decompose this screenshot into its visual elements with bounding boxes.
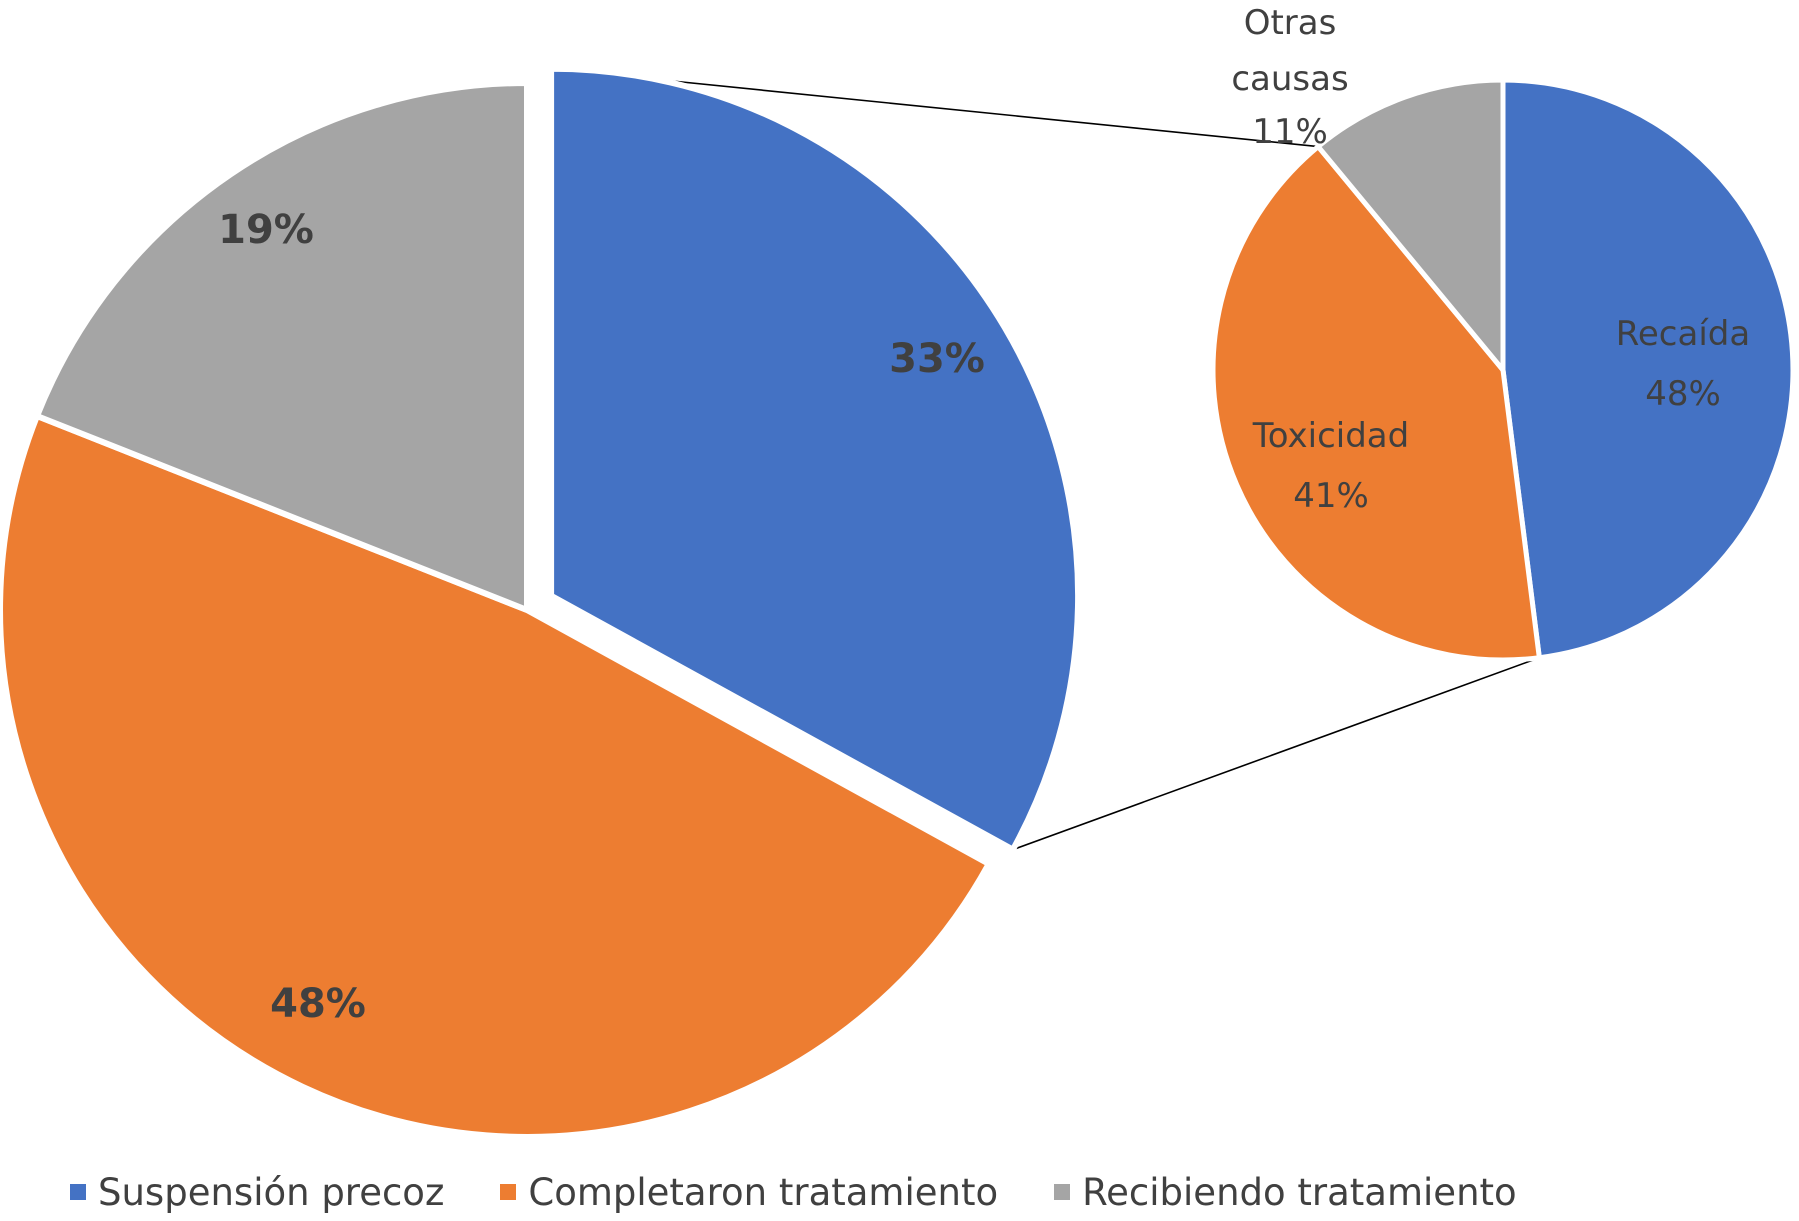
main-label-completaron-tratamiento: 48% [270,981,366,1027]
secondary-slice-otras-causas [1315,77,1506,373]
legend-swatch [70,1184,86,1200]
main-slice-completaron-tratamiento [0,413,992,1140]
connector-line-bottom [1012,656,1540,851]
secondary-label-recaida: Recaída 48% [1616,314,1750,414]
legend-item-recibiendo-tratamiento: Recibiendo tratamiento [1054,1171,1517,1214]
legend-label: Recibiendo tratamiento [1082,1170,1517,1214]
main-slice-suspension-precoz [548,65,1082,853]
legend-swatch [500,1184,517,1200]
data-labels: 33% 48% 19% Recaída 48% Toxicidad 41% Otras caus… [218,3,1750,1027]
legend-label: Completaron tratamiento [528,1170,999,1214]
main-label-recibiendo-tratamiento: 19% [218,207,314,253]
main-slice-recibiendo-tratamiento [34,80,530,613]
secondary-pie [1210,77,1796,663]
secondary-label-toxicidad: Toxicidad 41% [1252,416,1409,516]
main-pie [0,65,1082,1140]
main-label-suspension-precoz: 33% [889,336,985,382]
legend-item-suspension-precoz: Suspensión precoz [70,1171,444,1214]
secondary-label-otras-causas: Otras causas 11% [1231,3,1348,152]
secondary-slice-toxicidad [1210,144,1542,663]
legend: Suspensión precoz Completaron tratamient… [70,1170,1517,1214]
legend-item-completaron-tratamiento: Completaron tratamiento [500,1171,998,1214]
legend-swatch [1054,1184,1071,1200]
legend-label: Suspensión precoz [98,1170,445,1214]
secondary-slice-recaida [1500,77,1796,661]
